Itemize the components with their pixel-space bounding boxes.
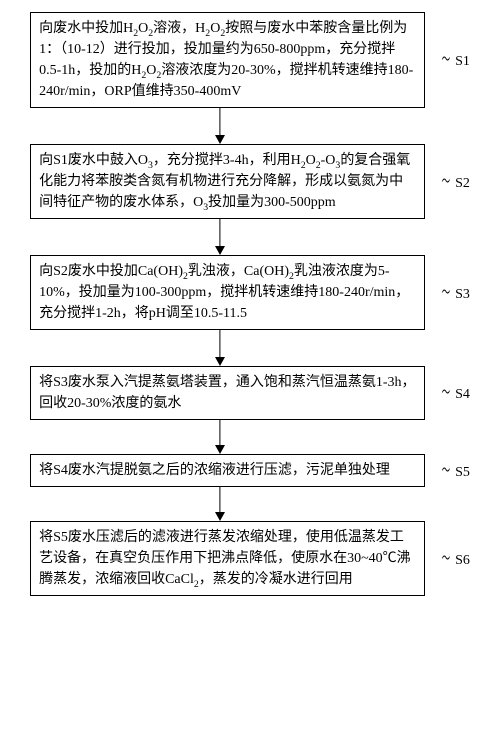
step-label-text: S5: [455, 465, 470, 480]
step-label-text: S4: [455, 387, 470, 402]
step-label-text: S3: [455, 287, 470, 302]
arrow-shaft: [219, 420, 220, 446]
step-box-s5: 将S4废水汽提脱氨之后的浓缩液进行压滤，污泥单独处理: [30, 454, 425, 487]
arrow-s1: [0, 108, 500, 144]
arrow-head-icon: [215, 135, 225, 144]
arrow-shaft: [219, 487, 220, 513]
step-label-s4: ～ S4: [439, 383, 470, 403]
step-row-s2: 向S1废水中鼓入O3，充分搅拌3-4h，利用H2O2-O3的复合强氧化能力将苯胺…: [0, 144, 500, 219]
brace-icon: ～: [442, 548, 450, 568]
brace-icon: ～: [442, 282, 450, 302]
brace-icon: ～: [442, 460, 450, 480]
step-row-s3: 向S2废水中投加Ca(OH)2乳浊液，Ca(OH)2乳浊液浓度为5-10%，投加…: [0, 255, 500, 330]
step-label-s6: ～ S6: [439, 549, 470, 569]
arrow-head-icon: [215, 357, 225, 366]
step-row-s1: 向废水中投加H2O2溶液，H2O2按照与废水中苯胺含量比例为1：（10-12）进…: [0, 12, 500, 108]
arrow-shaft: [219, 330, 220, 358]
step-label-s1: ～ S1: [439, 50, 470, 70]
step-box-s6: 将S5废水压滤后的滤液进行蒸发浓缩处理，使用低温蒸发工艺设备，在真空负压作用下把…: [30, 521, 425, 596]
arrow-s2: [0, 219, 500, 255]
step-box-s1: 向废水中投加H2O2溶液，H2O2按照与废水中苯胺含量比例为1：（10-12）进…: [30, 12, 425, 108]
step-label-text: S6: [455, 553, 470, 568]
flowchart-container: 向废水中投加H2O2溶液，H2O2按照与废水中苯胺含量比例为1：（10-12）进…: [0, 0, 500, 739]
step-label-s2: ～ S2: [439, 172, 470, 192]
arrow-head-icon: [215, 246, 225, 255]
step-box-s3: 向S2废水中投加Ca(OH)2乳浊液，Ca(OH)2乳浊液浓度为5-10%，投加…: [30, 255, 425, 330]
arrow-head-icon: [215, 512, 225, 521]
step-box-s4: 将S3废水泵入汽提蒸氨塔装置，通入饱和蒸汽恒温蒸氨1-3h，回收20-30%浓度…: [30, 366, 425, 420]
arrow-s5: [0, 487, 500, 521]
arrow-head-icon: [215, 445, 225, 454]
brace-icon: ～: [442, 49, 450, 69]
arrow-s3: [0, 330, 500, 366]
step-box-s2: 向S1废水中鼓入O3，充分搅拌3-4h，利用H2O2-O3的复合强氧化能力将苯胺…: [30, 144, 425, 219]
step-label-text: S2: [455, 176, 470, 191]
arrow-shaft: [219, 108, 220, 136]
step-row-s4: 将S3废水泵入汽提蒸氨塔装置，通入饱和蒸汽恒温蒸氨1-3h，回收20-30%浓度…: [0, 366, 500, 420]
brace-icon: ～: [442, 171, 450, 191]
step-row-s5: 将S4废水汽提脱氨之后的浓缩液进行压滤，污泥单独处理 ～ S5: [0, 454, 500, 487]
brace-icon: ～: [442, 382, 450, 402]
step-label-text: S1: [455, 54, 470, 69]
arrow-shaft: [219, 219, 220, 247]
step-label-s3: ～ S3: [439, 283, 470, 303]
step-row-s6: 将S5废水压滤后的滤液进行蒸发浓缩处理，使用低温蒸发工艺设备，在真空负压作用下把…: [0, 521, 500, 596]
step-label-s5: ～ S5: [439, 461, 470, 481]
arrow-s4: [0, 420, 500, 454]
